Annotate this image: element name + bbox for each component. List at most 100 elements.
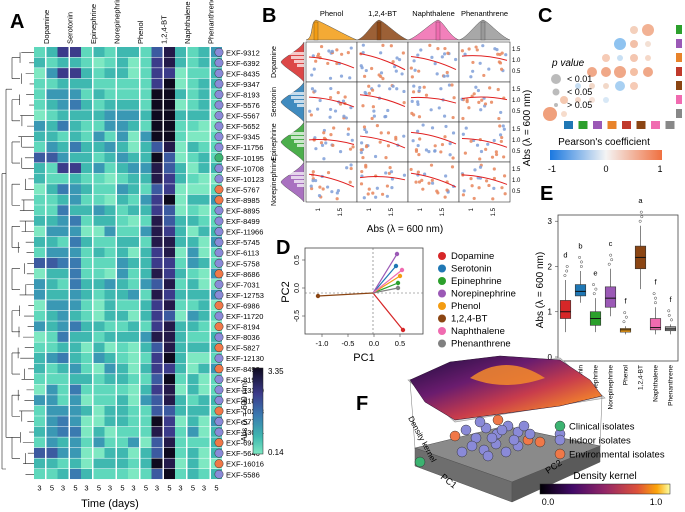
box-xlabel: Naphthalene: [653, 365, 660, 402]
strain-group-dot: [214, 374, 224, 384]
heatmap-cell: [198, 99, 210, 110]
heatmap-cell: [164, 89, 175, 100]
heatmap-cell: [140, 226, 152, 237]
heatmap-cell: [128, 110, 139, 121]
heatmap-cell: [187, 89, 199, 100]
scatter-point: [385, 194, 389, 198]
column-header: Serotonin: [65, 12, 74, 44]
category-swatch-right: [676, 25, 682, 34]
right-ticks: 1.5 1.0 0.5 1.5 1.0 0.5 1.5 1.0 0.5 1.5 1.0 0.5: [512, 47, 521, 195]
heatmap-cell: [93, 310, 105, 321]
heatmap-cell: [57, 458, 69, 469]
scatter-point: [346, 50, 350, 55]
left-histogram-bar: [297, 144, 304, 147]
heatmap-cell: [198, 78, 210, 89]
right-tick: 1.5: [512, 87, 521, 93]
heatmap-cell: [175, 110, 186, 121]
strain-group-dot: [214, 332, 224, 342]
day-tick: 5: [144, 484, 148, 493]
heatmap-cell: [151, 374, 163, 385]
pca-legend-label: Epinephrine: [451, 276, 502, 287]
loading-arrowhead: [395, 285, 401, 291]
box-ylabel: Abs (λ = 600 nm): [535, 252, 546, 328]
day-tick: 3: [61, 484, 65, 493]
heatmap-cell: [70, 120, 81, 131]
strain-label: EXF-8193: [226, 90, 260, 99]
scatter-fit-line: [359, 94, 406, 108]
pvalue-dot-medium: [552, 88, 560, 96]
heatmap-cell: [81, 215, 92, 226]
heatmap-cell: [93, 120, 105, 131]
panel-label-e: E: [540, 183, 553, 205]
heatmap-cell: [57, 89, 69, 100]
heatmap-cell: [104, 184, 116, 195]
heatmap-cell: [151, 99, 163, 110]
heatmap-cell: [46, 184, 58, 195]
scatter-point: [386, 144, 391, 148]
heatmap-cell: [151, 395, 163, 406]
scatter-point: [484, 179, 489, 183]
heatmap-cell: [164, 215, 175, 226]
pca-legend-label: Dopamine: [451, 251, 494, 262]
heatmap-cell: [187, 99, 199, 110]
density-tick-low: 0.0: [542, 497, 555, 507]
day-tick: 5: [167, 484, 171, 493]
heatmap-cell: [128, 173, 139, 184]
heatmap-cell: [81, 236, 92, 247]
scatter-point: [437, 106, 441, 110]
scatter-point: [360, 66, 364, 70]
box-body: [649, 318, 662, 331]
heatmap-cell: [151, 152, 163, 163]
scatter-point: [491, 197, 495, 201]
pca-xtick: -1.0: [316, 339, 329, 348]
scatter-point: [345, 166, 349, 170]
strain-label: EXF-12130: [226, 354, 264, 363]
scatter-point: [462, 189, 466, 193]
heatmap-cell: [34, 205, 45, 216]
scatter-point: [371, 88, 375, 92]
heatmap-cell: [187, 247, 199, 258]
heatmap-cell: [164, 57, 175, 68]
heatmap-cell: [164, 469, 175, 480]
scatter-point: [389, 170, 394, 174]
box-ytick: 2: [548, 262, 553, 271]
heatmap-cell: [57, 342, 69, 353]
heatmap-cell: [187, 268, 199, 279]
strain-label: EXF-6113: [226, 249, 259, 258]
strain-group-dot: [214, 206, 224, 215]
scatter-point: [416, 170, 420, 174]
pearson-tick-zero: 0: [603, 164, 608, 174]
scatter-point: [351, 145, 355, 149]
bottom-tick: 1: [367, 207, 373, 211]
heatmap-cell: [187, 395, 199, 406]
scatter-point: [446, 51, 450, 55]
scatter-fit-line: [461, 96, 508, 101]
strain-label: EXF-9312: [226, 48, 260, 57]
heatmap-cell: [46, 47, 58, 58]
correlation-dot: [601, 67, 611, 77]
top-histogram-bar: [376, 21, 382, 41]
density-bar-title: Density kernel: [573, 471, 636, 482]
scatter-point: [329, 133, 333, 137]
heatmap-cell: [198, 331, 210, 342]
heatmap-cell: [164, 352, 175, 363]
heatmap-cell: [164, 226, 175, 237]
heatmap-cell: [57, 437, 69, 448]
heatmap-cell: [151, 321, 163, 332]
left-histogram-bar: [294, 100, 304, 103]
scatter-point: [349, 106, 353, 110]
heatmap-cell: [198, 458, 210, 469]
scatter-point: [427, 181, 431, 185]
loading-arrowhead: [397, 273, 403, 279]
scatter-point: [494, 150, 498, 154]
isolate-point: [518, 420, 530, 432]
box-y-ticks: 0 1 2 3: [548, 217, 558, 362]
category-swatch: [578, 121, 588, 129]
scatter-point: [440, 55, 444, 59]
scatter-point: [423, 172, 427, 176]
scatter-point: [402, 89, 406, 94]
loading-arrow: [372, 287, 399, 294]
heatmap-cell: [198, 310, 210, 321]
heatmap-cell: [128, 78, 139, 89]
